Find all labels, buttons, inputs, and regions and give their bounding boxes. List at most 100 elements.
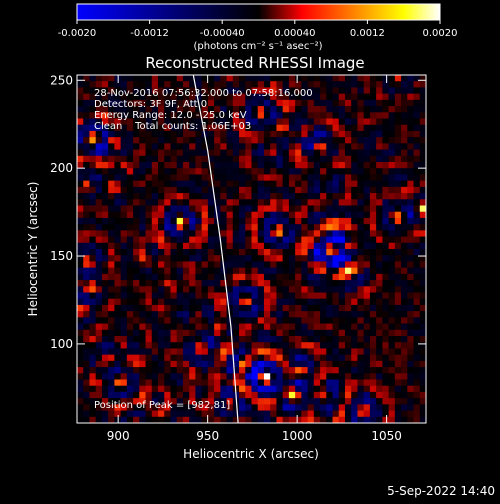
heatmap-cell [189,379,196,387]
heatmap-cell [288,398,296,405]
heatmap-cell [295,292,302,300]
heatmap-cell [388,373,396,380]
heatmap-cell [376,373,383,380]
heatmap-cell [419,87,426,95]
heatmap-cell [401,162,408,169]
heatmap-cell [407,217,414,225]
heatmap-cell [164,404,171,411]
heatmap-cell [313,143,321,150]
heatmap-cell [201,236,209,244]
heatmap-cell [182,354,190,362]
heatmap-cell [189,137,196,144]
heatmap-cell [394,410,402,418]
heatmap-cell [158,292,165,300]
heatmap-cell [83,205,90,213]
heatmap-cell [295,348,302,356]
heatmap-cell [332,87,340,95]
heatmap-cell [126,385,134,393]
heatmap-cell [101,329,109,337]
heatmap-cell [232,261,240,269]
heatmap-cell [301,118,308,126]
heatmap-cell [83,416,90,423]
heatmap-cell [363,112,371,119]
heatmap-cell [77,162,84,169]
heatmap-cell [351,193,358,200]
heatmap-cell [338,410,346,418]
heatmap-cell [83,118,90,126]
heatmap-cell [164,329,171,337]
heatmap-cell [158,87,165,95]
heatmap-cell [207,385,215,393]
heatmap-cell [307,391,315,399]
heatmap-cell [313,130,321,138]
heatmap-cell [145,217,153,225]
heatmap-cell [288,143,296,150]
heatmap-cell [164,93,171,101]
heatmap-cell [320,249,327,256]
heatmap-cell [226,199,234,206]
heatmap-cell [332,304,340,312]
heatmap-cell [282,124,290,132]
heatmap-cell [276,93,284,101]
heatmap-cell [401,416,408,423]
heatmap-cell [295,93,302,101]
heatmap-cell [326,180,333,188]
heatmap-cell [326,323,333,331]
heatmap-cell [419,354,426,362]
heatmap-cell [239,180,246,188]
heatmap-cell [344,348,352,356]
heatmap-cell [120,130,128,138]
heatmap-cell [170,106,178,113]
heatmap-cell [245,398,252,405]
heatmap-cell [407,205,414,213]
heatmap-cell [257,205,265,213]
heatmap-cell [357,410,365,418]
heatmap-cell [195,162,203,169]
heatmap-cell [207,354,215,362]
heatmap-cell [245,130,252,138]
heatmap-cell [382,155,390,163]
heatmap-cell [207,298,215,306]
heatmap-cell [95,230,103,237]
heatmap-cell [83,137,90,144]
heatmap-cell [176,87,184,95]
heatmap-cell [413,286,421,293]
heatmap-cell [226,410,234,418]
heatmap-cell [332,81,340,88]
heatmap-cell [195,273,203,281]
heatmap-cell [170,143,178,150]
heatmap-cell [363,224,371,231]
heatmap-cell [257,354,265,362]
heatmap-cell [282,130,290,138]
heatmap-cell [201,317,209,324]
heatmap-cell [313,242,321,250]
heatmap-cell [133,329,140,337]
heatmap-cell [226,261,234,269]
heatmap-cell [251,261,259,269]
heatmap-cell [139,236,146,244]
heatmap-cell [145,292,153,300]
heatmap-cell [307,404,315,411]
heatmap-cell [164,286,171,293]
heatmap-cell [207,199,215,206]
heatmap-cell [170,317,178,324]
heatmap-cell [301,224,308,231]
heatmap-cell [232,298,240,306]
heatmap-cell [313,106,321,113]
heatmap-cell [164,410,171,418]
heatmap-cell [263,311,271,318]
heatmap-cell [158,230,165,237]
heatmap-cell [251,186,259,194]
heatmap-cell [145,336,153,343]
heatmap-cell [382,205,390,213]
heatmap-cell [176,286,184,293]
heatmap-cell [126,118,134,126]
heatmap-cell [232,81,240,88]
heatmap-cell [139,398,146,405]
heatmap-cell [101,186,109,194]
heatmap-cell [257,255,265,262]
heatmap-cell [108,404,115,411]
heatmap-cell [257,373,265,380]
heatmap-cell [419,236,426,244]
heatmap-cell [133,99,140,107]
